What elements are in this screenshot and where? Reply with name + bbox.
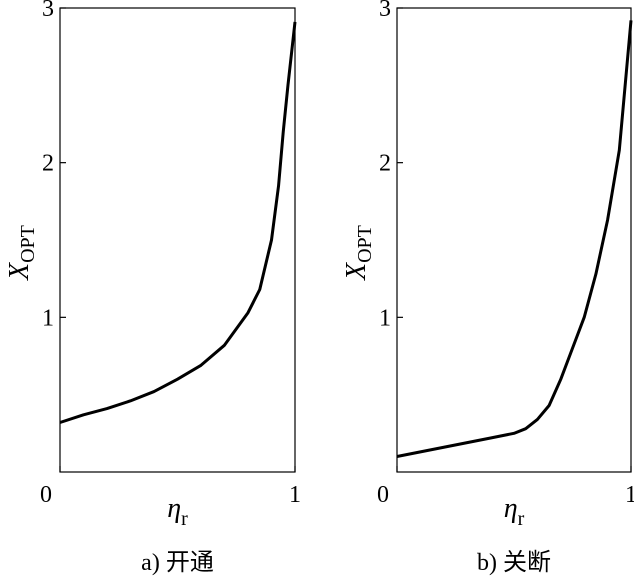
y-tick-label: 3 [42, 0, 54, 22]
x-axis-symbol: η [167, 493, 181, 524]
y-axis-label: XOPT [341, 225, 376, 281]
x-axis-symbol: η [504, 493, 518, 524]
x-axis-label: ηr [504, 493, 525, 530]
x-tick-label: 0 [40, 482, 52, 508]
y-axis-subscript: OPT [354, 225, 376, 263]
panel-caption: a) 开通 [141, 550, 214, 576]
y-axis-label: XOPT [4, 225, 39, 281]
x-tick-label: 1 [625, 482, 634, 508]
x-axis-label: ηr [167, 493, 188, 530]
y-tick-label: 2 [42, 151, 54, 177]
x-tick-label: 1 [289, 482, 301, 508]
panel: 1 2 3 0 1 ηr XOPT b) 关断 [341, 0, 634, 576]
y-tick-label: 1 [42, 305, 54, 331]
y-axis-subscript: OPT [17, 225, 39, 263]
y-axis-symbol: X [4, 262, 35, 281]
plot-frame [59, 7, 296, 473]
x-axis-subscript: r [518, 508, 525, 530]
data-line [59, 21, 297, 424]
y-tick-label: 2 [379, 151, 391, 177]
x-axis-subscript: r [181, 508, 188, 530]
y-axis-symbol: X [341, 262, 372, 281]
plot-frame [396, 7, 632, 473]
panel: 1 2 3 0 1 ηr XOPT a) 开通 [4, 0, 301, 576]
y-tick-label: 3 [379, 0, 391, 22]
panel-caption: b) 关断 [477, 549, 551, 576]
x-tick-label: 0 [377, 482, 389, 508]
y-tick-label: 1 [379, 305, 391, 331]
data-line [396, 20, 633, 459]
